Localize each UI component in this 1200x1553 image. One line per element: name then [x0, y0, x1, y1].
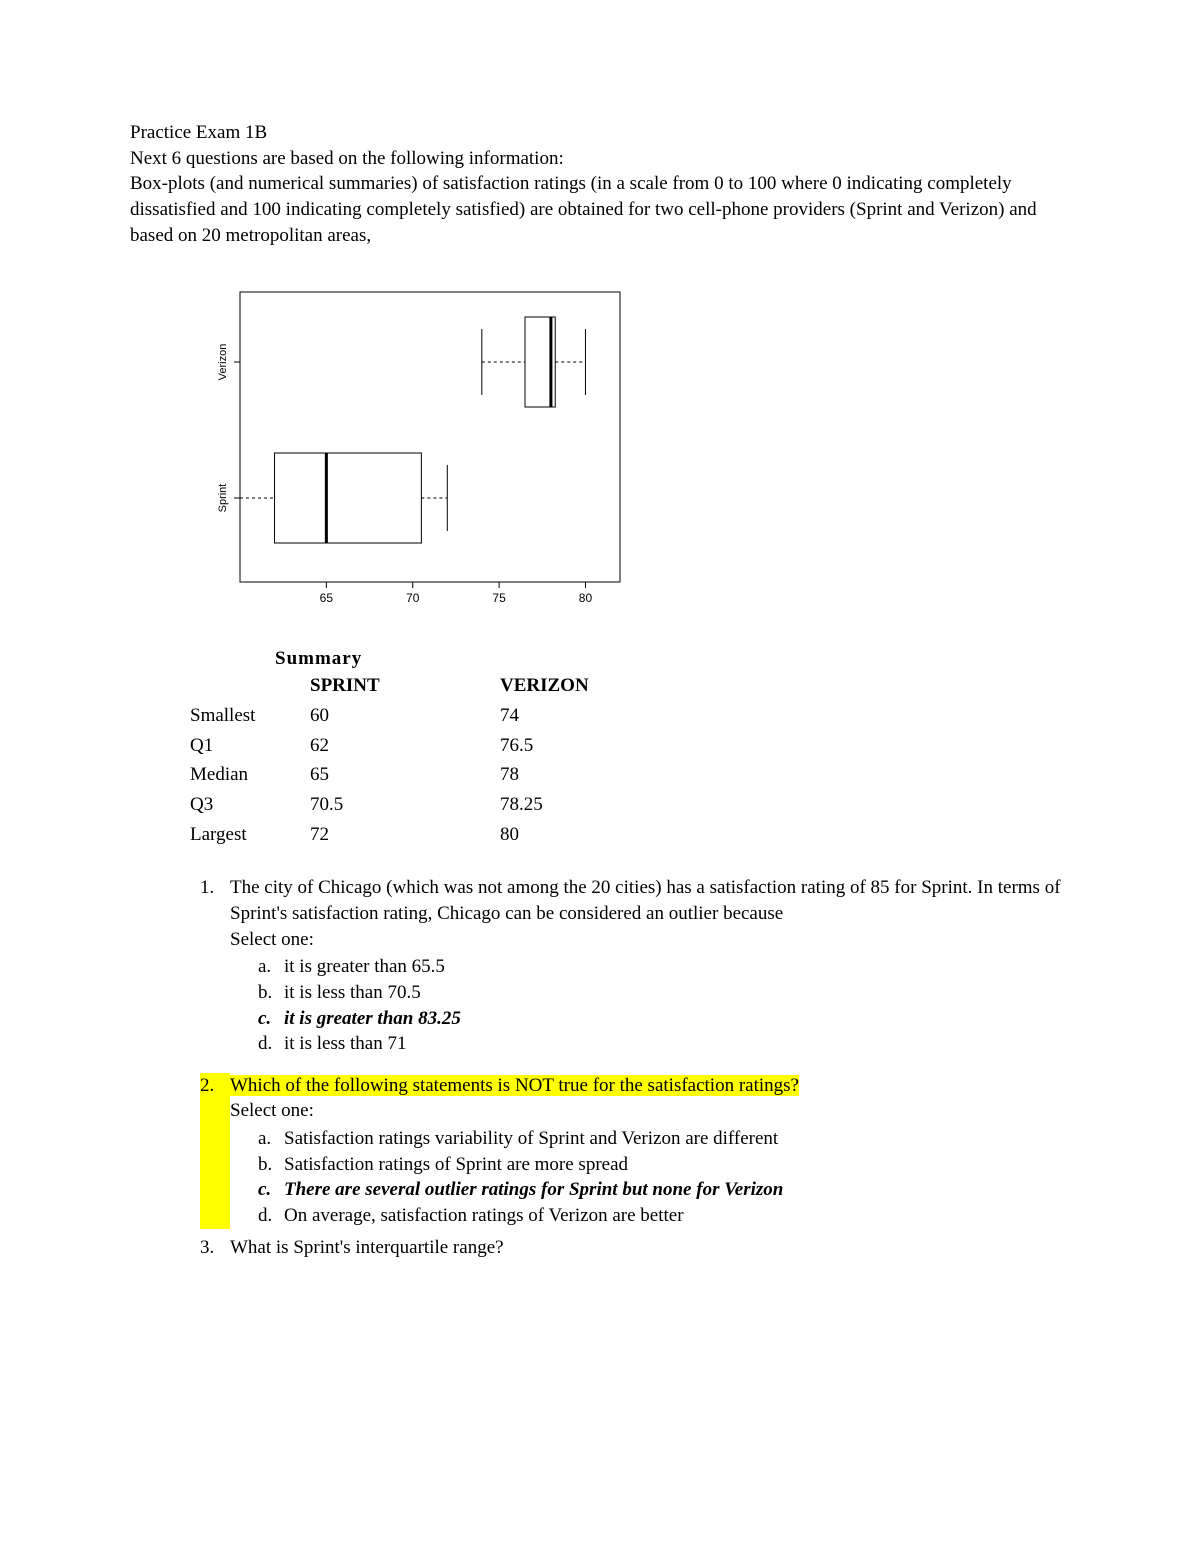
- row-val-b: 76.5: [500, 731, 650, 761]
- svg-text:Verizon: Verizon: [217, 344, 229, 381]
- opt-text: There are several outlier ratings for Sp…: [284, 1177, 783, 1203]
- summary-empty-header: [190, 671, 310, 701]
- boxplot-chart: 65 70 75 80 Verizon Sprint: [170, 278, 1070, 636]
- table-row: Largest 72 80: [190, 820, 650, 850]
- opt-text: it is greater than 83.25: [284, 1006, 461, 1032]
- table-row: Q3 70.5 78.25: [190, 790, 650, 820]
- question-1: 1. The city of Chicago (which was not am…: [200, 875, 1070, 1056]
- opt-letter: c.: [258, 1177, 284, 1203]
- opt-text: it is less than 70.5: [284, 980, 421, 1006]
- opt-text: it is greater than 65.5: [284, 954, 445, 980]
- opt-letter: b.: [258, 1152, 284, 1178]
- spacer: [200, 1063, 1070, 1073]
- q2-options: a. Satisfaction ratings variability of S…: [230, 1126, 1070, 1229]
- q1-option-a: a. it is greater than 65.5: [258, 954, 1070, 980]
- row-val-a: 70.5: [310, 790, 500, 820]
- svg-text:70: 70: [406, 591, 420, 605]
- intro-line-2: Next 6 questions are based on the follow…: [130, 146, 1070, 172]
- row-label: Largest: [190, 820, 310, 850]
- boxplot-svg: 65 70 75 80 Verizon Sprint: [170, 278, 640, 628]
- q3-text: What is Sprint's interquartile range?: [230, 1237, 504, 1258]
- opt-letter: d.: [258, 1203, 284, 1229]
- row-label: Q3: [190, 790, 310, 820]
- row-val-b: 80: [500, 820, 650, 850]
- row-label: Smallest: [190, 701, 310, 731]
- q1-option-b: b. it is less than 70.5: [258, 980, 1070, 1006]
- q1-option-d: d. it is less than 71: [258, 1031, 1070, 1057]
- opt-letter: a.: [258, 954, 284, 980]
- summary-title: Summary: [275, 646, 1070, 672]
- q2-text: Which of the following statements is NOT…: [230, 1075, 799, 1096]
- table-row: Smallest 60 74: [190, 701, 650, 731]
- q1-text: The city of Chicago (which was not among…: [230, 877, 1061, 924]
- summary-block: Summary SPRINT VERIZON Smallest 60 74 Q1…: [190, 646, 1070, 849]
- q2-option-b: b. Satisfaction ratings of Sprint are mo…: [258, 1152, 1070, 1178]
- q1-body: The city of Chicago (which was not among…: [230, 875, 1070, 1056]
- q1-number: 1.: [200, 875, 230, 1056]
- row-val-b: 74: [500, 701, 650, 731]
- summary-col-a-header: SPRINT: [310, 671, 500, 701]
- summary-table: SPRINT VERIZON Smallest 60 74 Q1 62 76.5…: [190, 671, 650, 849]
- table-row: Median 65 78: [190, 760, 650, 790]
- row-label: Median: [190, 760, 310, 790]
- q1-options: a. it is greater than 65.5 b. it is less…: [230, 954, 1070, 1057]
- opt-letter: a.: [258, 1126, 284, 1152]
- opt-text: On average, satisfaction ratings of Veri…: [284, 1203, 684, 1229]
- q2-number: 2.: [200, 1073, 230, 1229]
- opt-text: it is less than 71: [284, 1031, 406, 1057]
- row-val-a: 65: [310, 760, 500, 790]
- summary-header-row: SPRINT VERIZON: [190, 671, 650, 701]
- question-2: 2. Which of the following statements is …: [200, 1073, 1070, 1229]
- intro-block: Practice Exam 1B Next 6 questions are ba…: [130, 120, 1070, 248]
- q1-select: Select one:: [230, 927, 1070, 953]
- question-3: 3. What is Sprint's interquartile range?: [200, 1235, 1070, 1261]
- row-label: Q1: [190, 731, 310, 761]
- row-val-b: 78: [500, 760, 650, 790]
- row-val-b: 78.25: [500, 790, 650, 820]
- svg-text:65: 65: [320, 591, 334, 605]
- page: Practice Exam 1B Next 6 questions are ba…: [0, 0, 1200, 1553]
- q3-body: What is Sprint's interquartile range?: [230, 1235, 1070, 1261]
- opt-letter: d.: [258, 1031, 284, 1057]
- exam-title: Practice Exam 1B: [130, 120, 1070, 146]
- questions-block: 1. The city of Chicago (which was not am…: [130, 875, 1070, 1260]
- summary-col-b-header: VERIZON: [500, 671, 650, 701]
- opt-text: Satisfaction ratings variability of Spri…: [284, 1126, 778, 1152]
- svg-text:75: 75: [492, 591, 506, 605]
- q2-option-c: c. There are several outlier ratings for…: [258, 1177, 1070, 1203]
- q2-body: Which of the following statements is NOT…: [230, 1073, 1070, 1229]
- row-val-a: 62: [310, 731, 500, 761]
- table-row: Q1 62 76.5: [190, 731, 650, 761]
- intro-line-3: Box-plots (and numerical summaries) of s…: [130, 171, 1070, 248]
- q2-select: Select one:: [230, 1098, 1070, 1124]
- row-val-a: 60: [310, 701, 500, 731]
- svg-text:80: 80: [579, 591, 593, 605]
- q1-option-c: c. it is greater than 83.25: [258, 1006, 1070, 1032]
- opt-letter: b.: [258, 980, 284, 1006]
- row-val-a: 72: [310, 820, 500, 850]
- q2-option-d: d. On average, satisfaction ratings of V…: [258, 1203, 1070, 1229]
- opt-letter: c.: [258, 1006, 284, 1032]
- opt-text: Satisfaction ratings of Sprint are more …: [284, 1152, 628, 1178]
- q2-option-a: a. Satisfaction ratings variability of S…: [258, 1126, 1070, 1152]
- q3-number: 3.: [200, 1235, 230, 1261]
- svg-text:Sprint: Sprint: [217, 484, 229, 513]
